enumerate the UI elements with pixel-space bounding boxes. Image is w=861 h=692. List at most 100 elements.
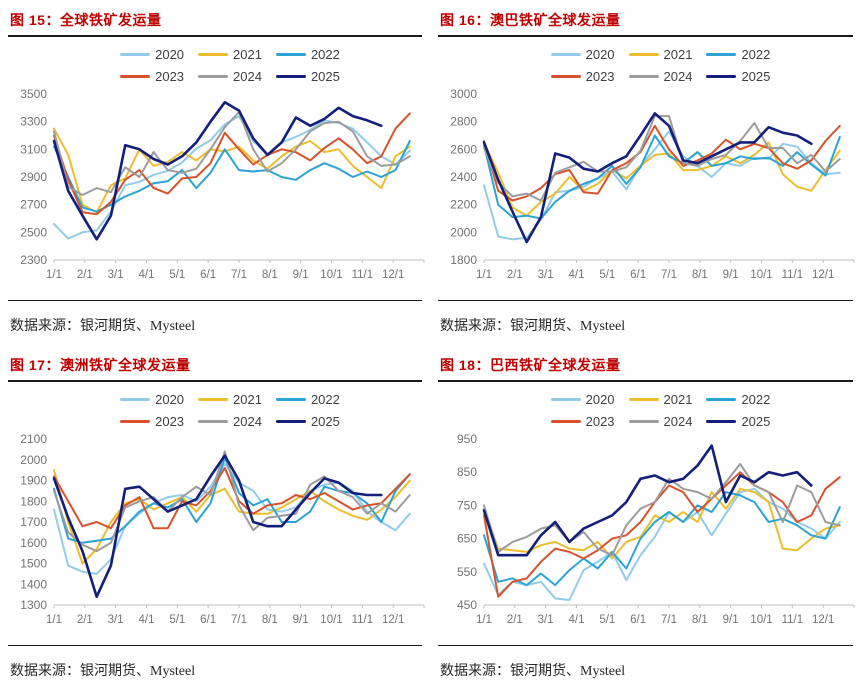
y-tick-label: 1600 — [20, 536, 47, 550]
series-line-2023 — [483, 471, 841, 598]
legend-line-swatch-2023 — [120, 75, 151, 78]
legend-item-2022: 2022 — [275, 392, 340, 407]
x-tick-label: 2/1 — [77, 614, 93, 626]
x-tick-label: 2/1 — [507, 614, 523, 626]
legend-line-swatch-2023 — [550, 420, 581, 423]
x-tick-label: 8/1 — [692, 614, 708, 626]
y-tick-label: 2700 — [20, 198, 47, 212]
y-tick-label: 3500 — [20, 87, 47, 101]
legend-line-swatch-2022 — [706, 53, 737, 56]
legend-item-2023: 2023 — [550, 69, 615, 84]
title-underline — [438, 35, 853, 37]
series-line-2025 — [52, 100, 383, 241]
legend-item-2023: 2023 — [120, 414, 184, 429]
y-tick-label: 1400 — [20, 577, 47, 591]
legend-line-swatch-2025 — [275, 420, 306, 423]
legend-item-2024: 2024 — [628, 69, 693, 84]
legend-line-swatch-2024 — [198, 75, 229, 78]
legend-label: 2022 — [741, 392, 771, 407]
legend-label: 2021 — [233, 47, 262, 62]
x-tick-label: 1/1 — [476, 269, 492, 281]
legend-item-2023: 2023 — [120, 69, 184, 84]
x-tick-label: 8/1 — [262, 614, 278, 626]
y-tick-label: 450 — [457, 598, 477, 612]
y-tick-label: 2000 — [450, 225, 477, 239]
legend-label: 2021 — [233, 392, 262, 407]
figure-16: 图 16：澳巴铁矿全球发运量 2020 2021 2022 2023 2024 2025 … — [430, 2, 861, 347]
x-tick-label: 8/1 — [692, 269, 708, 281]
x-tick-label: 9/1 — [293, 614, 309, 626]
legend-item-2025: 2025 — [275, 69, 340, 84]
x-tick-label: 7/1 — [661, 269, 677, 281]
legend-line-swatch-2022 — [275, 53, 306, 56]
legend-label: 2024 — [663, 69, 693, 84]
legend-line-swatch-2025 — [275, 75, 306, 78]
legend-item-2020: 2020 — [550, 47, 615, 62]
figure-16-legend: 2020 2021 2022 2023 2024 2025 — [468, 43, 853, 84]
title-underline — [8, 35, 422, 37]
series-line-2021 — [53, 127, 411, 214]
legend-label: 2022 — [310, 392, 340, 407]
x-tick-label: 9/1 — [293, 269, 309, 281]
x-tick-label: 6/1 — [200, 269, 216, 281]
legend-item-2025: 2025 — [275, 414, 340, 429]
series-line-2021 — [483, 487, 841, 560]
series-line-2024 — [53, 111, 411, 196]
y-tick-label: 2100 — [20, 432, 47, 446]
x-tick-label: 11/1 — [782, 269, 804, 281]
legend-label: 2021 — [663, 47, 693, 62]
series-line-2023 — [53, 467, 411, 530]
legend-item-2022: 2022 — [706, 47, 770, 62]
figure-17-source-note: 数据来源：银河期货、Mysteel — [10, 664, 196, 679]
source-divider — [438, 645, 853, 646]
x-tick-label: 10/1 — [750, 614, 772, 626]
series-line-2020 — [483, 487, 841, 601]
legend-line-swatch-2025 — [706, 75, 737, 78]
legend-line-swatch-2024 — [628, 75, 659, 78]
legend-line-swatch-2021 — [198, 398, 229, 401]
x-tick-label: 10/1 — [320, 269, 342, 281]
legend-line-swatch-2023 — [120, 420, 151, 423]
legend-line-swatch-2022 — [275, 398, 306, 401]
x-tick-label: 7/1 — [231, 269, 247, 281]
y-tick-label: 1800 — [20, 494, 47, 508]
y-tick-label: 2300 — [20, 253, 47, 267]
figure-18-source-note: 数据来源：银河期货、Mysteel — [440, 664, 626, 679]
legend-item-2025: 2025 — [706, 69, 770, 84]
legend-line-swatch-2024 — [628, 420, 659, 423]
x-tick-label: 10/1 — [750, 269, 772, 281]
series-line-2021 — [53, 469, 411, 565]
x-tick-label: 1/1 — [46, 269, 62, 281]
legend-label: 2024 — [663, 414, 693, 429]
figure-15-legend: 2020 2021 2022 2023 2024 2025 — [38, 43, 422, 84]
x-tick-label: 3/1 — [538, 269, 554, 281]
legend-item-2020: 2020 — [550, 392, 615, 407]
x-tick-label: 6/1 — [200, 614, 216, 626]
figure-15-title: 图 15：全球铁矿发运量 — [10, 12, 162, 28]
series-line-2021 — [483, 141, 841, 217]
legend-label: 2025 — [310, 414, 340, 429]
series-line-2025 — [482, 444, 813, 557]
source-divider — [8, 645, 422, 646]
y-tick-label: 2900 — [20, 170, 47, 184]
x-tick-label: 2/1 — [507, 269, 523, 281]
x-tick-label: 3/1 — [108, 614, 124, 626]
x-tick-label: 3/1 — [538, 614, 554, 626]
legend-item-2020: 2020 — [120, 392, 184, 407]
x-tick-label: 3/1 — [108, 269, 124, 281]
series-line-2025 — [52, 454, 383, 598]
x-tick-label: 4/1 — [569, 269, 585, 281]
legend-label: 2023 — [155, 414, 185, 429]
series-line-2023 — [53, 112, 411, 216]
x-tick-label: 7/1 — [661, 614, 677, 626]
x-tick-label: 11/1 — [352, 269, 374, 281]
legend-label: 2023 — [155, 69, 185, 84]
x-tick-label: 9/1 — [723, 269, 739, 281]
legend-item-2024: 2024 — [628, 414, 693, 429]
legend-label: 2021 — [663, 392, 693, 407]
legend-line-swatch-2022 — [706, 398, 737, 401]
legend-line-swatch-2025 — [706, 420, 737, 423]
legend-label: 2020 — [585, 47, 615, 62]
x-tick-label: 11/1 — [782, 614, 804, 626]
series-line-2024 — [53, 450, 411, 553]
